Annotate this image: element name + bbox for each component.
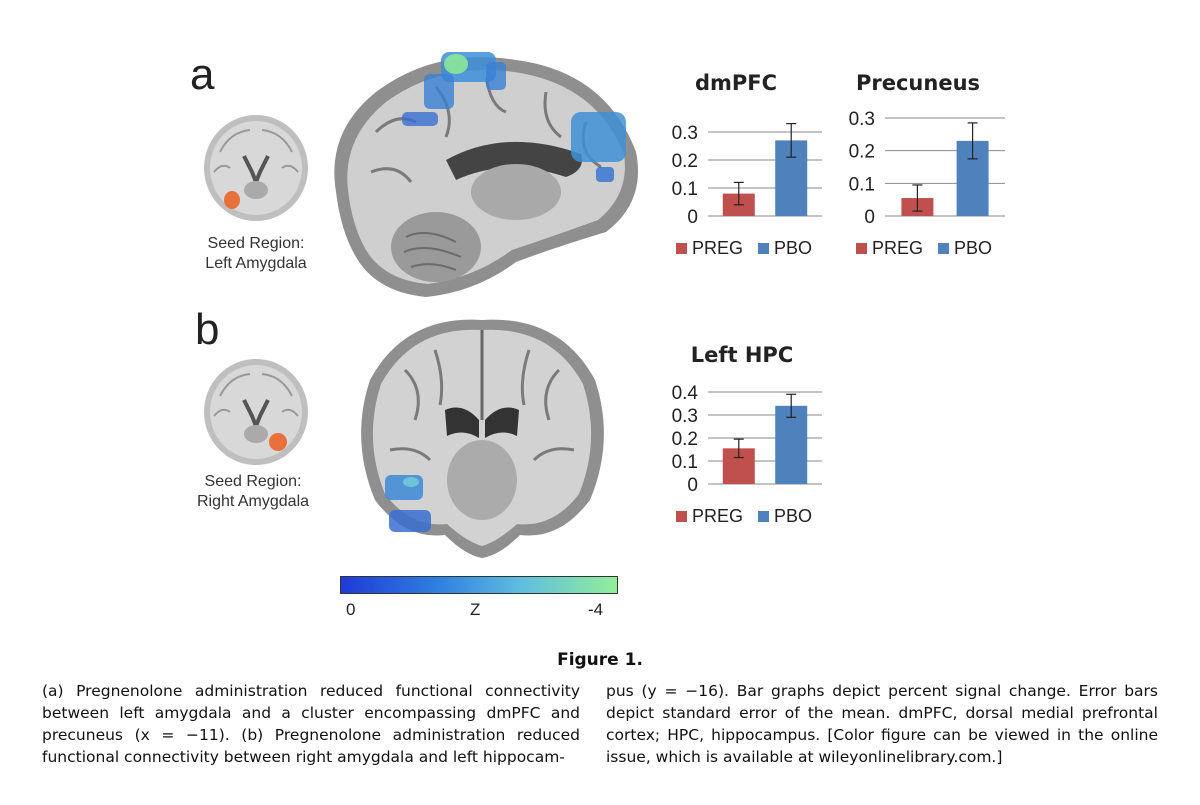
chart-title: dmPFC — [695, 71, 777, 95]
chart-title: Left HPC — [691, 343, 794, 367]
seed-thumbnail-right-amygdala — [204, 359, 308, 465]
left-hpc-bar-chart: Left HPC 00.10.20.30.4 PREG PBO — [672, 343, 822, 526]
legend-swatch-pbo — [758, 243, 769, 254]
legend-label-pbo: PBO — [954, 238, 992, 258]
legend-swatch-preg — [676, 511, 687, 522]
colorbar-gradient — [340, 576, 618, 594]
sagittal-brain-image — [334, 52, 638, 297]
seed-label-right: Seed Region: Right Amygdala — [196, 473, 310, 510]
legend-label-pbo: PBO — [774, 238, 812, 258]
y-tick-label: 0.2 — [672, 429, 698, 450]
bar-pbo — [775, 405, 808, 484]
panel-b-label: b — [195, 305, 220, 354]
y-tick-label: 0 — [687, 207, 698, 228]
colorbar-max-label: -4 — [588, 600, 604, 619]
dmpfc-bar-chart: dmPFC 0 0.1 0.2 0.3 PREG PBO — [672, 71, 822, 258]
y-tick-label: 0.3 — [672, 123, 698, 144]
y-tick-label: 0.2 — [672, 151, 698, 172]
legend-swatch-pbo — [938, 243, 949, 254]
right-amygdala-seed — [269, 433, 287, 451]
y-tick-label: 0.1 — [672, 179, 698, 200]
y-tick-label: 0.1 — [672, 452, 698, 473]
legend-swatch-preg — [856, 243, 867, 254]
coronal-brain-image — [361, 319, 604, 558]
legend-label-preg: PREG — [692, 506, 743, 526]
legend-label-preg: PREG — [872, 238, 923, 258]
caption-left-text: (a) Pregnenolone administration reduced … — [42, 682, 580, 766]
figure-title: Figure 1. — [557, 650, 643, 670]
precuneus-cluster — [571, 112, 626, 162]
chart-title: Precuneus — [856, 71, 980, 95]
legend-label-pbo: PBO — [774, 506, 812, 526]
y-tick-label: 0.3 — [672, 406, 698, 427]
z-colorbar: 0 Z -4 — [340, 576, 618, 619]
caption-right-text: pus (y = −16). Bar graphs depict percent… — [606, 682, 1158, 766]
colorbar-z-label: Z — [470, 600, 481, 619]
caption-left-column: (a) Pregnenolone administration reduced … — [42, 680, 580, 768]
legend-swatch-preg — [676, 243, 687, 254]
seed-label-left: Seed Region: Left Amygdala — [205, 235, 307, 272]
legend-swatch-pbo — [758, 511, 769, 522]
y-tick-label: 0.1 — [849, 174, 875, 195]
panel-a-label: a — [190, 50, 215, 99]
legend-label-preg: PREG — [692, 238, 743, 258]
y-tick-label: 0 — [687, 475, 698, 496]
y-tick-label: 0.3 — [849, 109, 875, 130]
colorbar-min-label: 0 — [346, 600, 356, 619]
caption-right-column: pus (y = −16). Bar graphs depict percent… — [606, 680, 1158, 768]
seed-thumbnail-left-amygdala — [204, 115, 308, 221]
y-tick-label: 0 — [864, 207, 875, 228]
precuneus-bar-chart: Precuneus 0 0.1 0.2 0.3 PREG PBO — [849, 71, 1005, 258]
y-tick-label: 0.4 — [672, 383, 699, 404]
left-hpc-cluster — [385, 475, 423, 500]
left-amygdala-seed — [224, 191, 240, 209]
y-tick-label: 0.2 — [849, 142, 875, 163]
